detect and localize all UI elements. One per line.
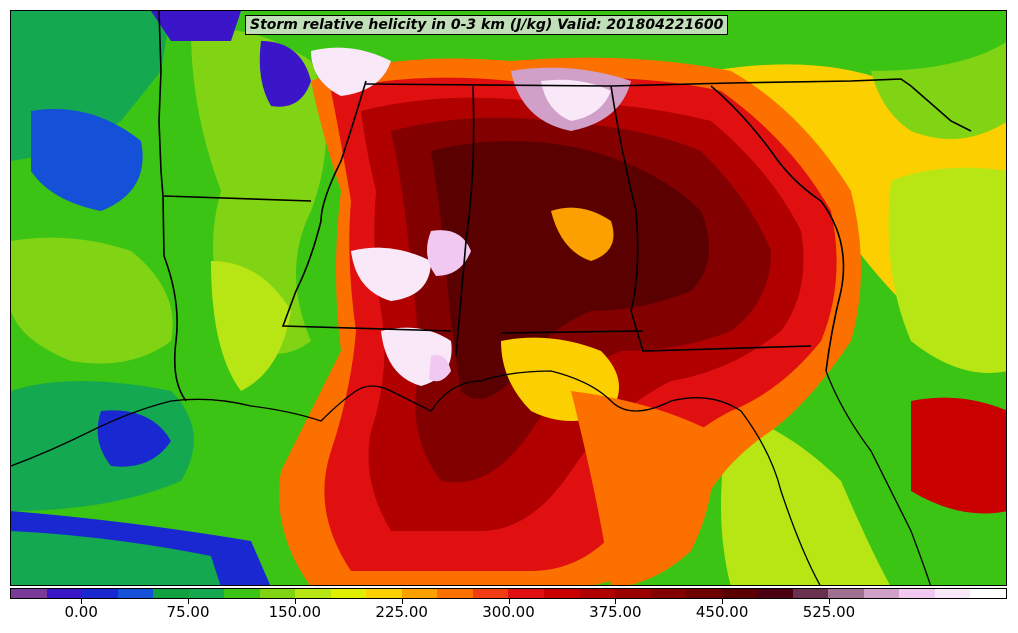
colorbar-segment <box>330 589 367 598</box>
boundary-line <box>455 85 475 357</box>
colorbar-segment <box>508 589 544 598</box>
colorbar-segment <box>366 589 402 598</box>
boundary-line <box>163 255 187 402</box>
boundary-line <box>365 78 972 132</box>
field-region <box>97 410 171 467</box>
colorbar-segment <box>472 589 509 598</box>
colorbar-tick-label: 525.00 <box>802 603 856 621</box>
colorbar-segment <box>828 589 864 598</box>
field-region <box>259 41 311 107</box>
colorbar-segment <box>82 589 118 598</box>
field-region <box>721 411 890 585</box>
colorbar-tick-label: 300.00 <box>482 603 535 621</box>
field-region <box>11 237 173 364</box>
boundary-line <box>158 11 165 257</box>
field-region <box>351 247 431 301</box>
coast-line <box>11 370 821 585</box>
colorbar-tick-label: 375.00 <box>589 603 642 621</box>
colorbar-tick <box>401 599 403 604</box>
colorbar-segment <box>686 589 722 598</box>
boundary-line <box>710 85 845 372</box>
field-region <box>431 141 709 399</box>
field-region <box>211 261 291 391</box>
colorbar-segment <box>970 589 1006 598</box>
colorbar-segment <box>153 589 189 598</box>
helicity-field-map <box>11 11 1006 585</box>
colorbar-tick <box>294 599 296 604</box>
colorbar-segment <box>11 589 47 598</box>
field-region <box>911 397 1006 514</box>
boundary-line <box>281 80 452 332</box>
colorbar-segment <box>721 589 758 598</box>
state-boundaries <box>158 11 972 402</box>
colorbar-tick <box>508 599 510 604</box>
colorbar-segment <box>188 589 225 598</box>
field-region <box>888 167 1006 373</box>
field-region <box>427 230 471 276</box>
colorbar-segment <box>543 589 580 598</box>
field-region <box>871 42 1006 139</box>
colorbar-segment <box>650 589 687 598</box>
field-region <box>551 207 614 261</box>
coastline <box>11 370 932 585</box>
boundary-line <box>163 195 312 202</box>
colorbar-segment <box>117 589 154 598</box>
colorbar-segment <box>224 589 260 598</box>
boundary-line <box>500 330 644 334</box>
colorbar-segment <box>46 589 83 598</box>
colorbar-segment <box>934 589 971 598</box>
colorbar-tick <box>188 599 190 604</box>
colorbar-segment <box>437 589 473 598</box>
field-region <box>31 109 143 211</box>
colorbar-segment <box>863 589 900 598</box>
coast-line <box>825 370 932 585</box>
field-region <box>571 391 714 585</box>
colorbar-segment <box>615 589 651 598</box>
colorbar-tick <box>722 599 724 604</box>
colorbar-tick-label: 0.00 <box>64 603 98 621</box>
colorbar-segment <box>899 589 935 598</box>
colorbar-tick-label: 75.00 <box>166 603 210 621</box>
map-title: Storm relative helicity in 0-3 km (J/kg)… <box>245 15 729 35</box>
colorbar-tick <box>615 599 617 604</box>
field-region <box>891 491 1006 585</box>
colorbar <box>10 588 1007 599</box>
colorbar-segment <box>259 589 296 598</box>
boundary-line <box>610 85 812 352</box>
colorbar-tick <box>828 599 830 604</box>
field-region <box>429 355 451 382</box>
colorbar-segment <box>401 589 438 598</box>
colorbar-tick-label: 450.00 <box>695 603 749 621</box>
colorbar-tick-label: 150.00 <box>268 603 322 621</box>
field-region <box>541 79 611 121</box>
colorbar-tick-label: 225.00 <box>375 603 428 621</box>
colorbar-segment <box>757 589 793 598</box>
colorbar-ticks: 0.00 75.00 150.00 225.00 300.00 375.00 450.00 5… <box>10 599 1007 629</box>
colorbar-tick <box>81 599 83 604</box>
colorbar-segment <box>295 589 331 598</box>
map-panel <box>10 10 1007 586</box>
colorbar-segment <box>792 589 829 598</box>
field-region <box>11 531 221 585</box>
colorbar-segment <box>579 589 616 598</box>
field-region <box>151 11 241 41</box>
